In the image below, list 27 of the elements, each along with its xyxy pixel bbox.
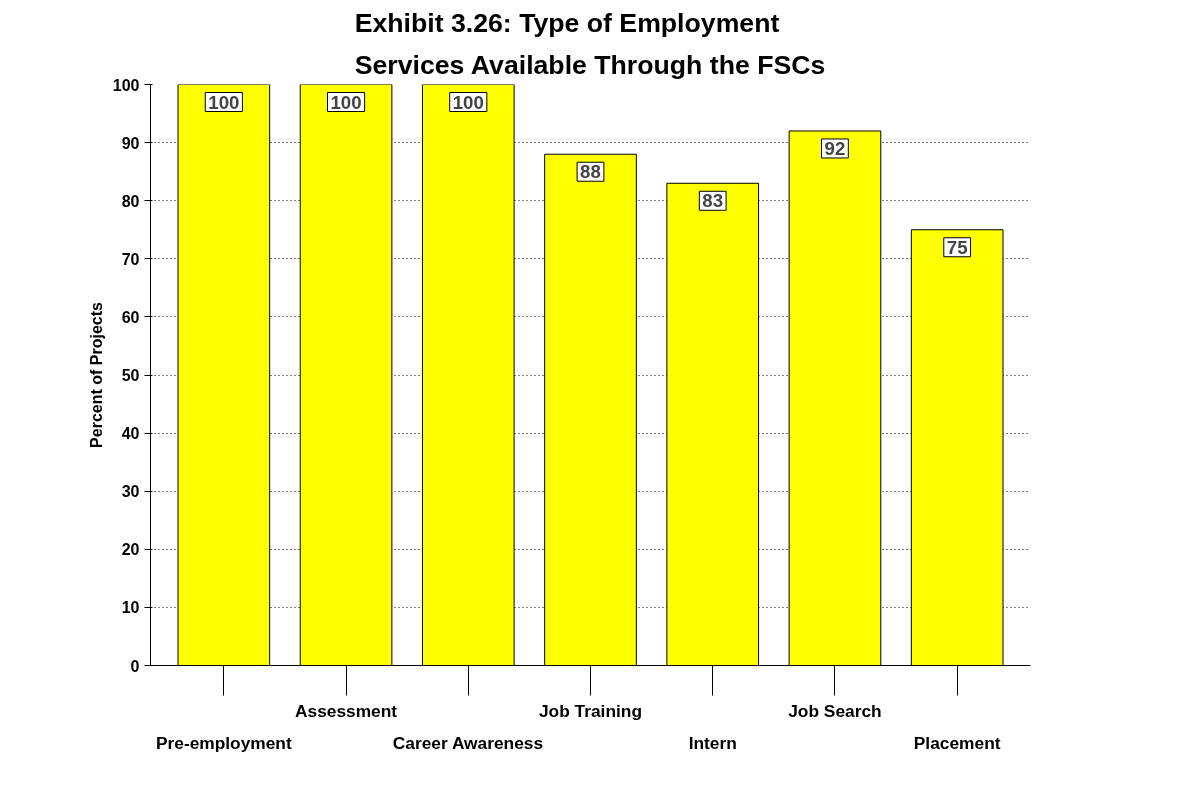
y-tick-label: 30	[121, 483, 140, 501]
y-tick-label: 100	[112, 76, 140, 94]
y-tick-label: 70	[121, 250, 140, 268]
chart-title: Exhibit 3.26: Type of Employment Services Available Through the FSCs	[354, 7, 826, 80]
x-tick-label: Placement	[913, 732, 1001, 753]
y-tick-label: 0	[130, 657, 140, 675]
y-tick-label: 40	[121, 425, 140, 443]
y-axis-title: Percent of Projects	[87, 301, 105, 448]
x-tick-label: Assessment	[295, 700, 398, 721]
x-tick-label: Job Training	[538, 700, 643, 721]
data-label: 100	[452, 91, 484, 113]
data-label: 100	[330, 91, 362, 113]
data-label: 100	[208, 91, 240, 113]
data-label: 75	[946, 236, 968, 258]
y-tick-label: 10	[121, 599, 140, 617]
data-label: 92	[824, 137, 846, 159]
y-tick-label: 90	[121, 134, 140, 152]
data-label: 83	[702, 190, 724, 212]
data-label: 88	[580, 161, 601, 183]
x-tick-label: Job Search	[788, 700, 882, 721]
x-tick-label: Pre-employment	[155, 732, 292, 753]
x-tick-label: Career Awareness	[392, 732, 544, 753]
y-tick-label: 20	[121, 541, 140, 559]
y-tick-label: 80	[121, 192, 140, 210]
y-tick-label: 50	[121, 367, 140, 384]
x-tick-label: Intern	[688, 732, 737, 753]
y-tick-label: 60	[121, 308, 140, 326]
